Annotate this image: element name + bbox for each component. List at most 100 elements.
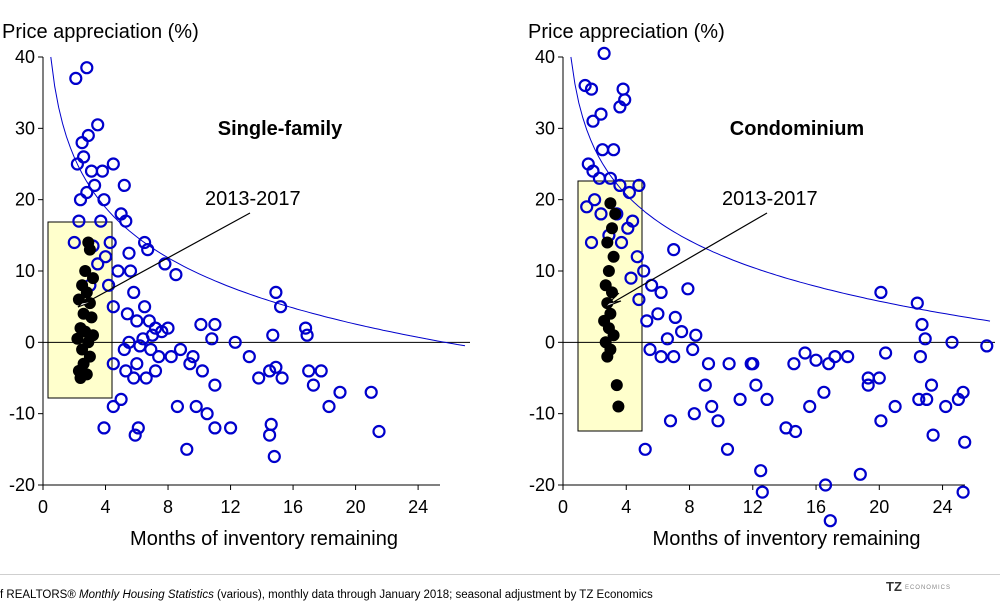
data-point [910, 296, 924, 310]
data-point [180, 442, 194, 456]
data-point [130, 314, 144, 328]
data-point [76, 150, 91, 164]
data-point [80, 185, 94, 200]
data-point [161, 321, 175, 335]
data-point [141, 243, 155, 257]
data-point [674, 325, 689, 339]
x-tick-label: 20 [869, 497, 889, 517]
data-point [580, 200, 594, 214]
data-point [749, 378, 763, 392]
data-point [120, 307, 135, 321]
annotation-label: 2013-2017 [722, 188, 818, 210]
data-point [127, 285, 141, 299]
data-point [924, 378, 939, 392]
x-tick-label: 16 [283, 497, 303, 517]
data-point-highlight [606, 222, 618, 235]
data-point [651, 307, 665, 321]
panel-title: Single-family [218, 118, 343, 140]
data-point [956, 485, 970, 499]
data-point [803, 399, 817, 414]
x-axis-label: Months of inventory remaining [653, 528, 921, 550]
data-point [822, 357, 836, 371]
data-point [264, 417, 278, 431]
data-point [106, 357, 120, 371]
data-point [841, 350, 855, 364]
data-point [667, 243, 681, 257]
data-point [613, 100, 627, 114]
data-point [638, 442, 652, 456]
data-point [208, 421, 222, 435]
x-tick-label: 8 [685, 497, 695, 517]
data-point [91, 118, 105, 132]
data-point [130, 357, 144, 371]
data-point [274, 300, 288, 314]
data-point [269, 285, 283, 299]
data-point [872, 371, 886, 385]
data-point [169, 268, 183, 282]
data-point-highlight [76, 343, 89, 356]
data-point [208, 378, 222, 392]
data-point-highlight [607, 329, 620, 342]
annotation-label: 2013-2017 [205, 188, 301, 210]
data-point-highlight [610, 379, 623, 392]
x-tick-label: 4 [621, 497, 631, 517]
data-point [138, 300, 152, 314]
data-point [228, 335, 242, 349]
y-tick-label: 0 [545, 332, 555, 352]
data-point [809, 353, 823, 367]
data-point [205, 332, 219, 346]
data-point [164, 350, 178, 364]
data-point [81, 128, 95, 143]
data-point [189, 399, 203, 414]
data-point [84, 164, 99, 178]
data-point [597, 46, 611, 61]
data-point [958, 435, 972, 449]
data-point [97, 421, 111, 435]
data-point [103, 235, 117, 250]
data-point [787, 357, 801, 371]
data-point-highlight [606, 286, 618, 299]
data-point [252, 371, 266, 385]
y-axis-label: Price appreciation (%) [2, 21, 199, 43]
data-point [920, 392, 934, 406]
data-point [372, 424, 386, 439]
data-point [720, 442, 735, 456]
data-point-highlight [74, 372, 87, 384]
footer: f REALTORS® Monthly Housing Statistics (… [0, 574, 1000, 605]
data-point [123, 264, 138, 278]
data-point [122, 246, 136, 260]
data-point [584, 82, 599, 96]
data-point [152, 350, 166, 364]
data-point [131, 421, 145, 435]
data-point [119, 364, 133, 378]
data-point [117, 178, 131, 192]
data-point [660, 332, 675, 346]
data-point [224, 421, 238, 435]
data-point [87, 178, 102, 192]
data-point [624, 271, 638, 285]
data-point-highlight [79, 265, 92, 277]
data-point [616, 82, 630, 96]
data-point [194, 317, 208, 332]
logo: TZ ECONOMICS [886, 579, 996, 599]
data-point [722, 357, 736, 371]
data-point [302, 364, 316, 378]
data-point [138, 235, 152, 250]
data-point [72, 214, 86, 228]
x-tick-label: 12 [221, 497, 241, 517]
data-point [912, 392, 926, 406]
y-tick-label: -10 [529, 404, 555, 424]
data-point [594, 107, 608, 121]
source-prefix: f REALTORS® [0, 589, 79, 601]
data-point [144, 342, 158, 357]
data-point [173, 342, 188, 357]
data-point-highlight [83, 297, 96, 310]
x-tick-label: 0 [38, 497, 48, 517]
data-point [746, 357, 760, 371]
data-point [754, 464, 768, 478]
data-point [300, 328, 314, 342]
data-point [980, 339, 994, 353]
annotation-leader [77, 212, 251, 308]
y-tick-label: 0 [25, 332, 35, 352]
